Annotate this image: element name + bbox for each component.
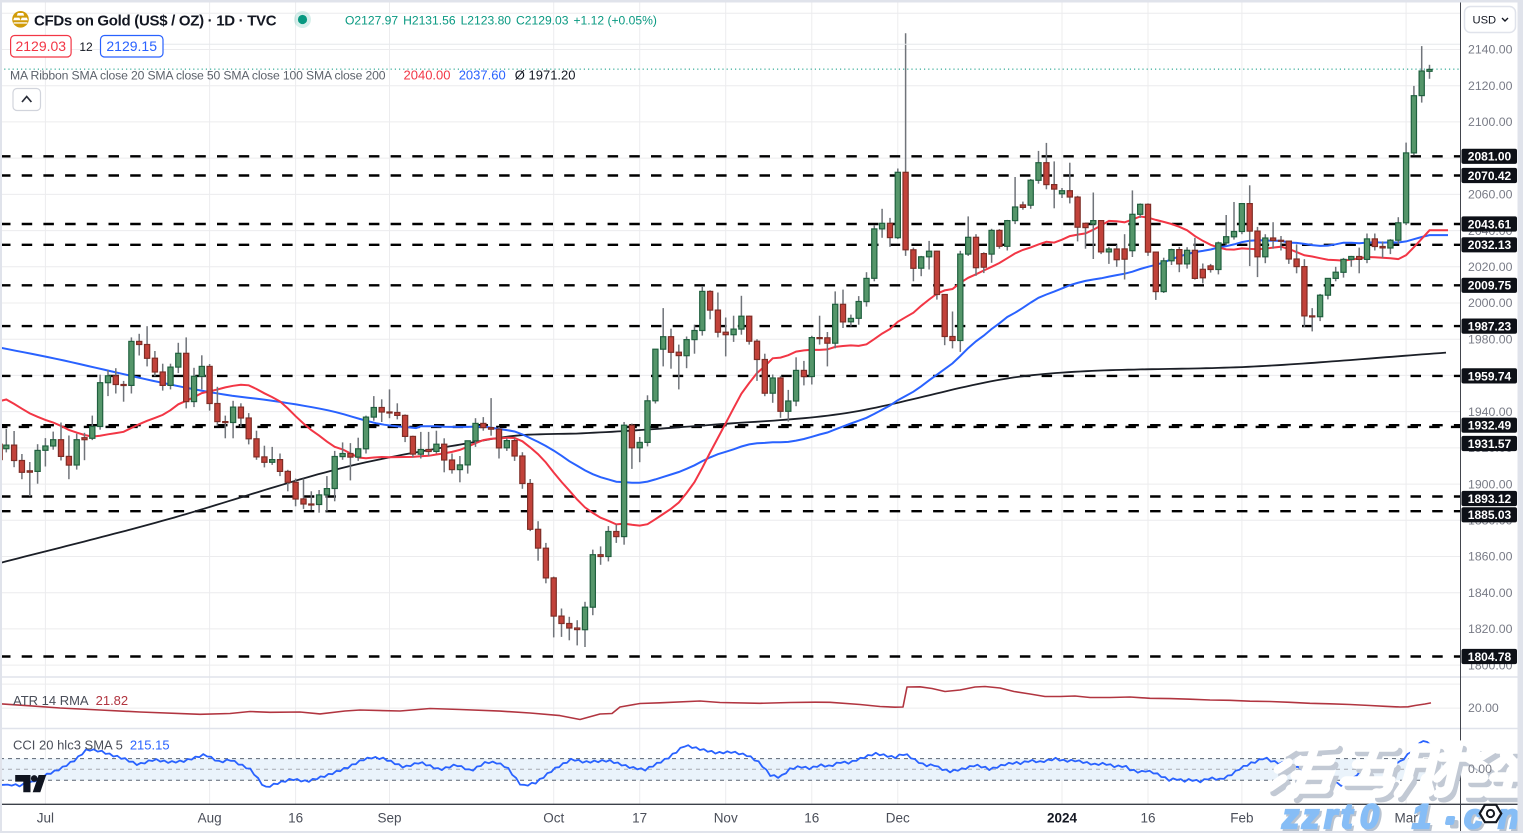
svg-text:0: 0 [1360,798,1379,833]
svg-text:1931.57: 1931.57 [1468,437,1512,451]
svg-text:1804.78: 1804.78 [1468,650,1512,664]
svg-text:Nov: Nov [714,811,738,826]
svg-text:1940.00: 1940.00 [1468,405,1513,419]
svg-text:16: 16 [1140,811,1155,826]
svg-text:2120.00: 2120.00 [1468,79,1513,93]
svg-text:z: z [1281,798,1299,833]
svg-text:1840.00: 1840.00 [1468,586,1513,600]
svg-text:Feb: Feb [1230,811,1253,826]
svg-text:z: z [1301,798,1319,833]
svg-text:17: 17 [632,811,647,826]
svg-text:2040.00: 2040.00 [404,68,451,83]
svg-text:c: c [1464,798,1483,833]
svg-text:2032.13: 2032.13 [1468,238,1512,252]
svg-text:n: n [1500,800,1521,833]
svg-text:c: c [1466,800,1485,833]
svg-text:1987.23: 1987.23 [1468,320,1512,334]
svg-text:z: z [1283,800,1301,833]
svg-text:2081.00: 2081.00 [1468,150,1512,164]
svg-text:r: r [1324,798,1339,833]
svg-text:12: 12 [79,40,93,54]
svg-text:Aug: Aug [198,811,222,826]
svg-text:2070.42: 2070.42 [1468,169,1512,183]
svg-text:20.00: 20.00 [1468,701,1499,715]
svg-text:0.00: 0.00 [1468,762,1492,776]
svg-text:1: 1 [1412,798,1431,833]
svg-text:2100.00: 2100.00 [1468,115,1513,129]
svg-text:1893.12: 1893.12 [1468,492,1512,506]
svg-text:r: r [1326,800,1341,833]
svg-text:Dec: Dec [886,811,910,826]
svg-text:2140.00: 2140.00 [1468,43,1513,57]
svg-text:USD: USD [1473,15,1497,27]
svg-text:2043.61: 2043.61 [1468,217,1512,231]
svg-text:Ø: Ø [515,68,525,83]
svg-text:1959.74: 1959.74 [1468,369,1512,383]
svg-text:Sep: Sep [377,811,401,826]
svg-text:2000.00: 2000.00 [1468,296,1513,310]
svg-text:0: 0 [1362,800,1381,833]
svg-text:MA Ribbon SMA close 20 SMA clo: MA Ribbon SMA close 20 SMA close 50 SMA … [10,69,386,83]
svg-text:Jul: Jul [37,811,54,826]
svg-text:t: t [1341,798,1354,833]
svg-text:CFDs on Gold (US$ / OZ) · 1D ·: CFDs on Gold (US$ / OZ) · 1D · TVC [34,13,277,30]
svg-text:Mar: Mar [1394,811,1418,826]
svg-text:z: z [1303,800,1321,833]
svg-text:1885.03: 1885.03 [1468,508,1512,522]
svg-text:1860.00: 1860.00 [1468,550,1513,564]
svg-text:16: 16 [288,811,303,826]
svg-text:1980.00: 1980.00 [1468,332,1513,346]
svg-text:1820.00: 1820.00 [1468,622,1513,636]
svg-text:2129.15: 2129.15 [106,38,157,54]
svg-text:1971.20: 1971.20 [529,68,576,83]
svg-text:2024: 2024 [1047,811,1078,826]
svg-text:Oct: Oct [543,811,564,826]
svg-text:1932.49: 1932.49 [1468,419,1512,433]
svg-text:2020.00: 2020.00 [1468,260,1513,274]
svg-text:n: n [1498,798,1519,833]
svg-text:2129.03: 2129.03 [15,38,66,54]
svg-text:2060.00: 2060.00 [1468,188,1513,202]
svg-text:16: 16 [804,811,819,826]
svg-text:1: 1 [1414,800,1433,833]
svg-text:1900.00: 1900.00 [1468,477,1513,491]
svg-text:t: t [1343,800,1356,833]
svg-text:2009.75: 2009.75 [1468,279,1512,293]
svg-text:2037.60: 2037.60 [459,68,506,83]
